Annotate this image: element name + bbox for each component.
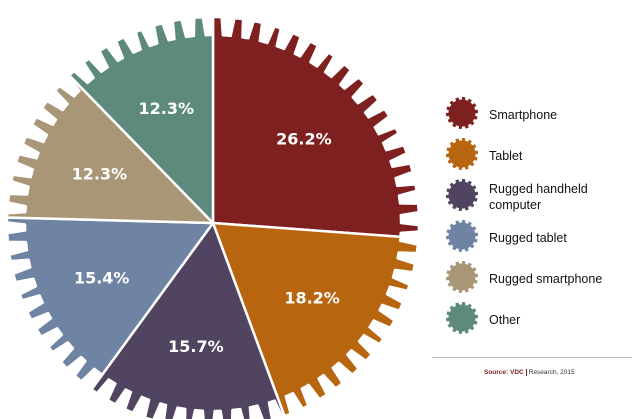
legend-item-smartphone: Smartphone — [445, 96, 625, 137]
legend-label: Rugged tablet — [489, 231, 567, 245]
source-org: VDC — [510, 369, 527, 376]
pie-slice-other — [68, 15, 215, 225]
pie-slice-smartphone — [211, 15, 421, 239]
legend-label: Other — [489, 313, 521, 327]
legend-label: Smartphone — [489, 108, 558, 122]
legend-gear-icon — [446, 220, 478, 252]
legend-item-tablet: Tablet — [445, 137, 625, 178]
pie-slice-label: 26.2% — [276, 130, 332, 149]
pie-slice-tablet — [211, 221, 420, 418]
legend-item-rugged-handheld: Rugged handheld computer — [445, 178, 625, 219]
pie-slice-label: 18.2% — [284, 289, 340, 308]
legend-label: Rugged smartphone — [489, 272, 603, 286]
pie-slice-label: 15.7% — [168, 337, 224, 356]
source-prefix: Source: — [484, 369, 509, 376]
legend-gear-icon — [446, 261, 478, 293]
source-note: Source: VDC Research, 2015 — [484, 369, 575, 376]
pie-slice-rugged-smartphone — [5, 74, 215, 225]
source-rest: Research, 2015 — [528, 369, 575, 376]
legend-item-rugged-tablet: Rugged tablet — [445, 219, 625, 260]
legend-divider — [432, 357, 632, 358]
legend-gear-icon — [446, 302, 478, 334]
legend-gear-icon — [446, 97, 478, 129]
pie-slice-label: 15.4% — [74, 269, 130, 288]
pie-slice-label: 12.3% — [139, 99, 195, 118]
legend-item-other: Other — [445, 301, 625, 342]
legend-item-rugged-smartphone: Rugged smartphone — [445, 260, 625, 301]
legend-label: Tablet — [489, 149, 523, 163]
pie-slice-rugged-tablet — [5, 216, 215, 391]
pie-slice-rugged-handheld-computer — [90, 221, 286, 419]
pie-slice-label: 12.3% — [72, 164, 128, 183]
legend-gear-icon — [446, 179, 478, 211]
legend-gear-icon — [446, 138, 478, 170]
legend-label: Rugged handheld computer — [489, 182, 588, 212]
legend: Smartphone Tablet Rugged handheld comput… — [445, 96, 625, 342]
